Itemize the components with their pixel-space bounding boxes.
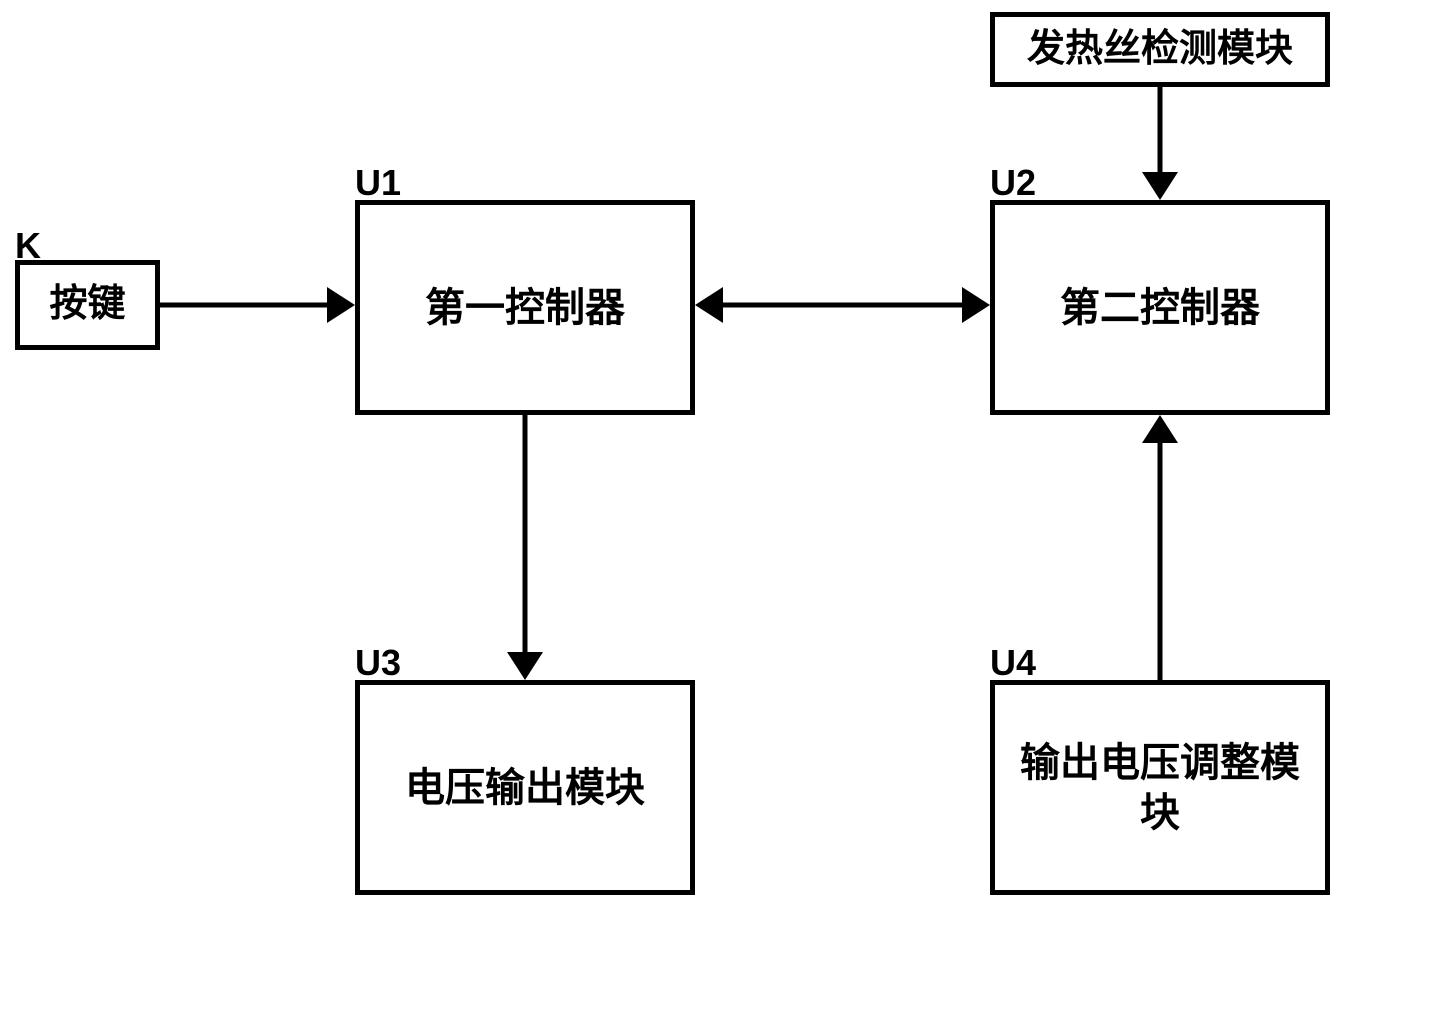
arrow-u1-u2-bidir bbox=[695, 287, 990, 323]
arrow-detection-to-u2 bbox=[1142, 87, 1178, 200]
arrows-layer bbox=[0, 0, 1453, 1027]
arrow-u4-to-u2 bbox=[1142, 415, 1178, 680]
arrow-k-to-u1 bbox=[160, 287, 355, 323]
arrow-u1-to-u3 bbox=[507, 415, 543, 680]
